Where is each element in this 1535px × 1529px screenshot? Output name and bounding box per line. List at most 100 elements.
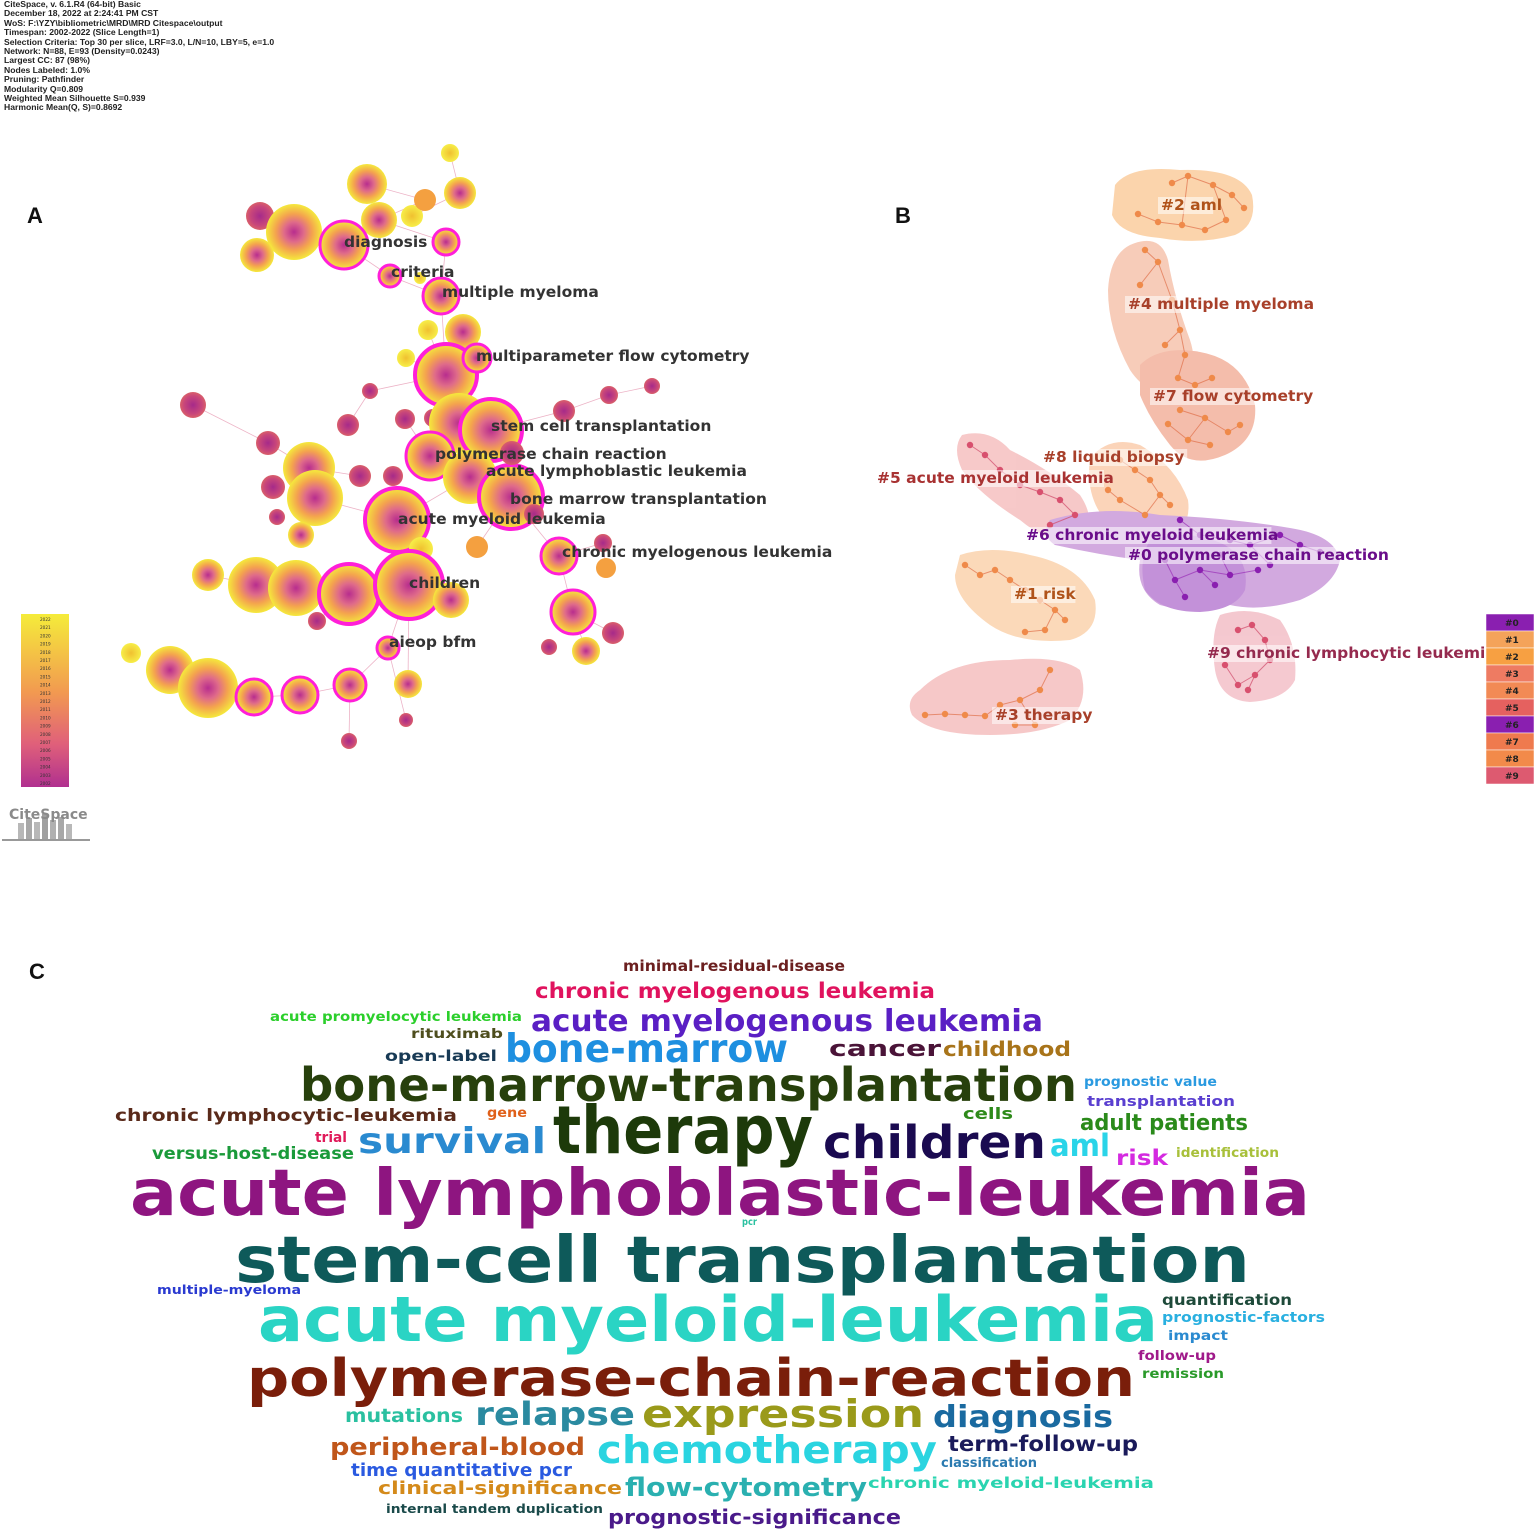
wordcloud-word: chronic myeloid-leukemia: [868, 1474, 1154, 1492]
wordcloud-word: flow-cytometry: [625, 1473, 867, 1503]
wordcloud-word: acute lymphoblastic-leukemia: [130, 1157, 1310, 1231]
year-legend-tick: 2002: [40, 781, 51, 786]
metadata-line: Weighted Mean Silhouette S=0.939: [4, 93, 146, 104]
cluster-node: [921, 711, 929, 719]
cluster-edge: [1199, 569, 1231, 576]
cluster-edge: [1254, 659, 1271, 676]
cluster-node: [1184, 172, 1192, 180]
year-legend-tick: 2006: [40, 748, 51, 753]
cluster-edge: [1199, 569, 1216, 586]
cluster-node: [961, 561, 969, 569]
keyword-node: [572, 637, 600, 665]
keyword-node: [287, 470, 343, 526]
cluster-node: [1174, 374, 1182, 382]
wordcloud-word: relapse: [475, 1395, 635, 1433]
keyword-node: [444, 177, 476, 209]
cluster-node: [1221, 661, 1229, 669]
cluster-hull-7: [1140, 350, 1256, 461]
cluster-edge: [1204, 219, 1227, 231]
year-legend-tick: 2012: [40, 699, 51, 704]
keyword-node: [594, 534, 612, 552]
keyword-node: [308, 612, 326, 630]
wordcloud-word: mutations: [345, 1405, 463, 1427]
keyword-node: [461, 342, 493, 374]
keyword-node: [524, 504, 544, 524]
cluster-legend: #0 #1 #2 #3 #4 #5 #6 #7 #8 #9: [1485, 613, 1535, 785]
keyword-node: [414, 189, 436, 211]
wordcloud-word: aml: [1050, 1128, 1110, 1164]
network-label: stem cell transplantation: [491, 417, 711, 435]
cluster-label: #0 polymerase chain reaction: [1128, 546, 1389, 564]
wordcloud-word: classification: [941, 1456, 1037, 1471]
cluster-legend-label: #6: [1505, 721, 1519, 731]
cluster-edge: [1212, 184, 1227, 221]
wordcloud-word: quantification: [1162, 1291, 1292, 1309]
cluster-node: [1226, 571, 1234, 579]
keyword-node: [121, 643, 141, 663]
cluster-legend-label: #5: [1505, 704, 1519, 714]
year-legend-tick: 2022: [40, 617, 51, 622]
cluster-edge: [1187, 175, 1214, 186]
keyword-node: [445, 314, 481, 350]
keyword-node: [266, 204, 322, 260]
wordcloud-word: acute promyelocytic leukemia: [270, 1010, 522, 1025]
cluster-legend-label: #0: [1505, 619, 1519, 629]
cluster-legend-label: #3: [1505, 670, 1519, 680]
cluster-edge: [1119, 499, 1146, 516]
network-nodes: [121, 144, 660, 749]
cluster-node: [1146, 476, 1154, 484]
cluster-label-bg: [1040, 449, 1188, 466]
cluster-node: [1191, 381, 1199, 389]
metadata-line: Largest CC: 87 (98%): [4, 55, 90, 66]
network-labels: diagnosis criteria multiple myeloma multipa…: [344, 233, 832, 651]
keyword-node: [361, 202, 397, 238]
cluster-node: [1071, 511, 1079, 519]
cluster-edge: [964, 714, 986, 717]
wordcloud-word: cells: [963, 1104, 1013, 1123]
cluster-node: [1234, 681, 1242, 689]
year-legend-tick: 2004: [40, 765, 51, 770]
cluster-edge: [944, 713, 966, 716]
wordcloud-word: diagnosis: [933, 1400, 1113, 1435]
keyword-node: [280, 675, 320, 715]
wordcloud-word: chronic myelogenous leukemia: [535, 979, 935, 1003]
keyword-node: [433, 582, 469, 618]
network-label: acute myeloid leukemia: [398, 510, 606, 528]
cluster-node: [1168, 179, 1176, 187]
cluster-label-bg: [1023, 527, 1272, 544]
cluster-label-bg: [1011, 586, 1076, 603]
cluster-edge: [1139, 261, 1159, 286]
wordcloud-word: acute myeloid-leukemia: [258, 1283, 1158, 1356]
wordcloud-word: chemotherapy: [597, 1428, 937, 1472]
keyword-node: [500, 441, 524, 465]
cluster-legend-swatch: [1485, 766, 1535, 785]
citespace-logo: CiteSpace: [2, 807, 90, 841]
cluster-node: [1154, 258, 1162, 266]
keyword-node: [318, 219, 370, 271]
network-label: bone marrow transplantation: [510, 490, 767, 508]
cluster-label: #4 multiple myeloma: [1128, 295, 1314, 313]
cluster-node: [1211, 581, 1219, 589]
cluster-edge: [1059, 499, 1076, 516]
wordcloud-word: chronic lymphocytic-leukemia: [115, 1106, 457, 1126]
wordcloud-word: pcr: [742, 1217, 757, 1228]
cluster-node: [1046, 521, 1054, 529]
cluster-edge: [1179, 329, 1186, 356]
cluster-edge: [1039, 491, 1061, 501]
cluster-legend-label: #1: [1505, 636, 1519, 646]
cluster-node: [1164, 420, 1172, 428]
cluster-edge: [1187, 417, 1206, 441]
cluster-edge: [1039, 669, 1051, 691]
cluster-node: [1240, 204, 1248, 212]
cluster-node: [1166, 501, 1174, 509]
wordcloud-word: polymerase-chain-reaction: [247, 1349, 1135, 1409]
cluster-node: [1176, 406, 1184, 414]
cluster-node: [981, 451, 989, 459]
metadata-line: Nodes Labeled: 1.0%: [4, 64, 90, 75]
cluster-node: [1131, 466, 1139, 474]
year-legend-tick: 2016: [40, 666, 51, 671]
cluster-edge: [1174, 579, 1186, 598]
keyword-node: [421, 276, 461, 316]
wordcloud-word: internal tandem duplication: [386, 1502, 603, 1516]
cluster-label: #6 chronic myeloid leukemia: [1026, 526, 1278, 544]
